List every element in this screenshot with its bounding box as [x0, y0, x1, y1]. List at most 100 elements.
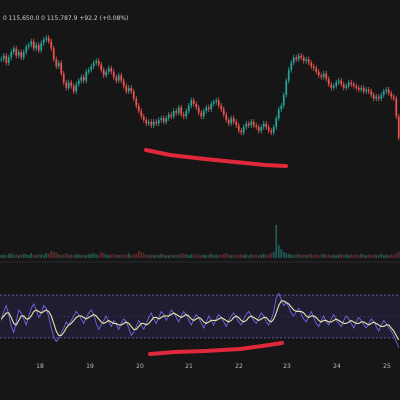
- candle-body: [275, 118, 278, 128]
- candle-body: [185, 111, 188, 117]
- candle-body: [377, 96, 380, 99]
- candle-body: [257, 127, 260, 131]
- candle-body: [180, 107, 183, 115]
- volume-bar: [82, 254, 85, 258]
- candle-body: [320, 75, 323, 78]
- volume-bar: [67, 255, 70, 258]
- candle-body: [242, 127, 245, 133]
- volume-bar: [65, 253, 68, 258]
- volume-bar: [342, 255, 345, 258]
- candle-body: [105, 71, 108, 76]
- candle-body: [97, 61, 100, 65]
- candle-body: [140, 111, 143, 117]
- volume-bar: [205, 255, 208, 258]
- candle-body: [255, 125, 258, 128]
- volume-bar: [115, 254, 118, 258]
- volume-bar: [315, 254, 318, 258]
- volume-bar: [142, 253, 145, 258]
- drawing-annotations[interactable]: [144, 148, 288, 356]
- volume-bar: [127, 253, 130, 258]
- candle-body: [352, 84, 355, 87]
- candle-body: [390, 93, 393, 97]
- candle-body: [347, 82, 350, 87]
- volume-bar: [60, 255, 63, 258]
- volume-bar: [215, 254, 218, 258]
- candle-body: [357, 87, 360, 90]
- candle-body: [205, 107, 208, 112]
- candle-body: [195, 103, 198, 108]
- candle-body: [7, 57, 10, 63]
- volume-bar: [355, 254, 358, 258]
- candle-body: [252, 121, 255, 126]
- candle-body: [90, 66, 93, 70]
- volume-bar: [285, 253, 288, 258]
- volume-bar: [45, 253, 48, 258]
- candle-body: [102, 69, 105, 76]
- candle-body: [345, 86, 348, 88]
- candle-body: [150, 121, 153, 126]
- candle-body: [350, 82, 353, 85]
- volume-bar: [320, 254, 323, 258]
- price-pane[interactable]: [0, 35, 400, 141]
- volume-bar: [107, 255, 110, 258]
- candle-body: [47, 37, 50, 42]
- volume-bar: [237, 254, 240, 258]
- volume-bar: [165, 255, 168, 258]
- candle-body: [80, 77, 83, 81]
- candle-body: [332, 86, 335, 88]
- volume-bar: [232, 254, 235, 258]
- rsi-pane[interactable]: [0, 292, 400, 348]
- volume-bar: [147, 255, 150, 258]
- candle-body: [272, 127, 275, 133]
- volume-bar: [135, 253, 138, 258]
- candle-body: [380, 94, 383, 99]
- volume-bar: [380, 253, 383, 258]
- candle-body: [280, 105, 283, 110]
- volume-bar: [197, 254, 200, 258]
- volume-bar: [157, 255, 160, 258]
- volume-bar: [122, 254, 125, 258]
- volume-bar: [385, 254, 388, 258]
- volume-bar: [255, 254, 258, 258]
- volume-bar: [357, 255, 360, 258]
- price-divergence-annotation[interactable]: [144, 148, 288, 168]
- volume-bar: [347, 255, 350, 258]
- candle-body: [142, 116, 145, 120]
- time-axis-label: 21: [185, 363, 193, 370]
- volume-bar: [297, 254, 300, 258]
- candle-body: [167, 114, 170, 119]
- volume-bar: [37, 253, 40, 258]
- candle-body: [77, 80, 80, 85]
- volume-bar: [310, 253, 313, 258]
- candle-body: [75, 84, 78, 92]
- candle-body: [45, 37, 48, 40]
- candle-body: [337, 80, 340, 83]
- volume-bar: [330, 255, 333, 258]
- candle-body: [222, 109, 225, 115]
- volume-bar: [230, 255, 233, 258]
- volume-bar: [395, 253, 398, 258]
- volume-bar: [280, 249, 283, 258]
- candle-body: [327, 78, 330, 85]
- candle-body: [202, 111, 205, 117]
- candle-body: [292, 57, 295, 63]
- candle-body: [340, 80, 343, 85]
- candle-body: [212, 102, 215, 104]
- volume-bar: [177, 255, 180, 258]
- volume-bar: [250, 254, 253, 258]
- volume-bar: [327, 254, 330, 258]
- volume-bar: [220, 254, 223, 258]
- candle-body: [182, 114, 185, 117]
- volume-bar: [222, 253, 225, 258]
- volume-bar: [195, 255, 198, 258]
- rsi-divergence-annotation[interactable]: [148, 341, 284, 356]
- volume-bar: [132, 254, 135, 258]
- candle-body: [270, 130, 273, 133]
- candle-body: [260, 127, 263, 131]
- volume-bar: [277, 244, 280, 258]
- candle-body: [290, 62, 293, 70]
- volume-bar: [22, 253, 25, 258]
